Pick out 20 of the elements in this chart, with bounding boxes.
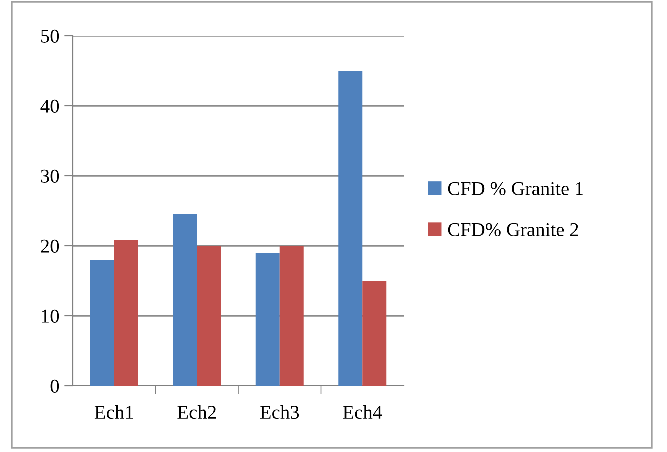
y-tick-label: 40	[40, 100, 60, 113]
bar	[338, 71, 363, 386]
bar	[256, 253, 280, 386]
y-tick-label: 30	[41, 170, 60, 183]
bar	[362, 281, 387, 386]
bar	[173, 214, 198, 386]
x-tick-label: Ech4	[343, 405, 382, 420]
legend-label: CFD % Granite 1	[448, 182, 584, 196]
x-tick-label: Ech1	[94, 405, 134, 420]
y-tick-label: 50	[41, 30, 60, 43]
bar	[90, 260, 114, 386]
y-tick-label: 0	[50, 380, 60, 393]
y-tick-label: 20	[41, 240, 60, 253]
bar	[280, 246, 304, 386]
bar	[114, 240, 138, 386]
bar	[197, 246, 222, 386]
x-tick-label: Ech3	[260, 405, 300, 420]
legend-label: CFD% Granite 2	[448, 223, 578, 237]
x-tick-label: Ech2	[178, 405, 216, 420]
y-tick-label: 10	[42, 310, 60, 323]
